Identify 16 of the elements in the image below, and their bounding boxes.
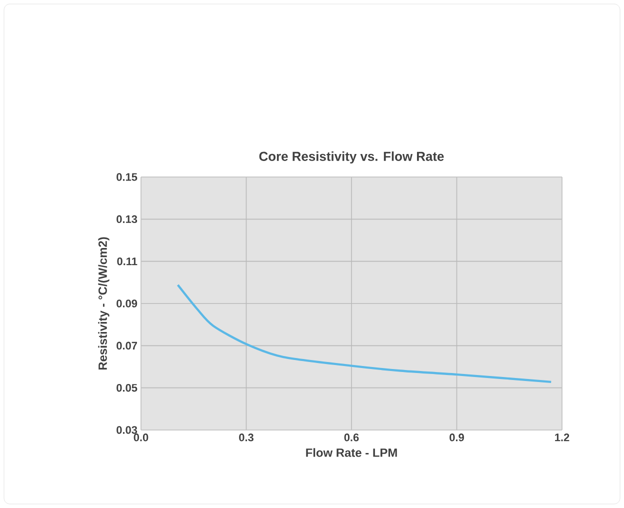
x-tick-label: 0.3 [239,434,254,442]
y-tick-label: 0.11 [117,257,138,266]
y-tick-label: 0.07 [116,342,137,350]
y-axis-title: Resistivity - °C/(W/cm2) [98,237,110,370]
line-series [176,284,552,384]
x-axis-title: Flow Rate - LPM [306,448,397,457]
x-tick-label: 0.9 [450,434,464,442]
chart-title: Core Resistivity vs. Flow Rate [259,151,444,164]
y-tick-label: 0.15 [116,173,138,181]
y-tick-label: 0.09 [116,300,138,308]
y-tick-label: 0.05 [116,384,138,392]
y-tick-label: 0.13 [116,215,138,224]
x-tick-label: 1.2 [555,434,570,442]
x-tick-label: 0.6 [344,434,359,442]
x-tick-label: 0.0 [134,434,148,442]
y-tick-label: 0.03 [116,426,138,434]
